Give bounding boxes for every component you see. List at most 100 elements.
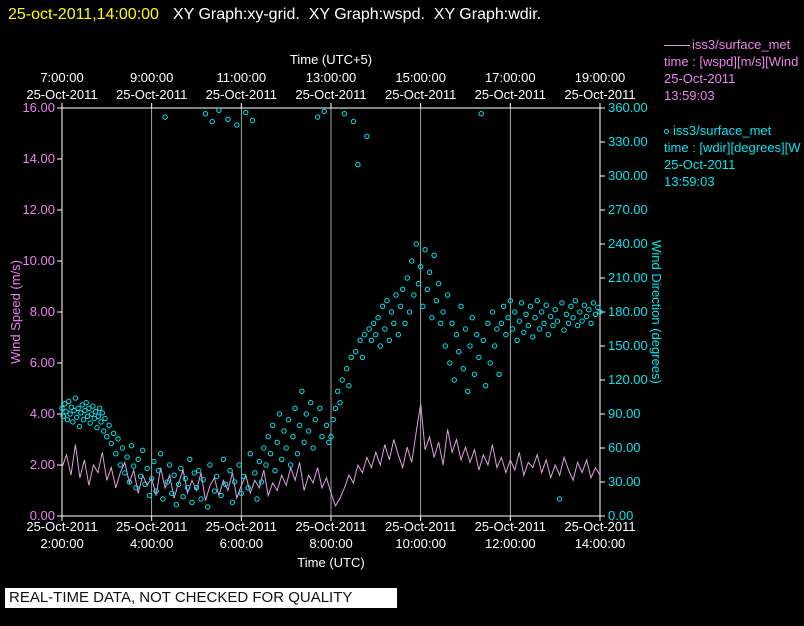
wdir-point — [187, 456, 193, 462]
status-bar: REAL-TIME DATA, NOT CHECKED FOR QUALITY — [5, 588, 397, 608]
wdir-point — [489, 309, 496, 315]
wdir-point — [561, 327, 567, 333]
wspd-line-sample-icon — [664, 45, 690, 47]
right-axis-tick-label: 90.00 — [608, 406, 641, 421]
wdir-point — [586, 307, 592, 313]
wdir-point — [552, 307, 558, 313]
wdir-point — [162, 114, 168, 120]
wdir-point — [541, 320, 547, 326]
wdir-point — [581, 302, 587, 308]
wdir-point — [220, 456, 227, 462]
wdir-point — [330, 417, 336, 423]
wdir-point — [153, 488, 159, 494]
wdir-point — [157, 451, 164, 457]
left-axis-tick-label: 4.00 — [30, 406, 55, 421]
wdir-point — [503, 332, 509, 338]
wdir-point — [373, 332, 379, 338]
wdir-point — [68, 404, 75, 410]
wdir-point — [292, 405, 298, 411]
wdir-point — [550, 322, 556, 329]
wdir-point — [357, 337, 363, 343]
right-axis-tick-label: 270.00 — [608, 202, 648, 217]
wdir-point — [527, 303, 534, 309]
bottom-axis-time-label: 4:00:00 — [130, 536, 173, 551]
wdir-point — [467, 343, 473, 349]
wdir-point — [80, 417, 87, 423]
wdir-point — [283, 445, 289, 451]
wdir-point — [115, 436, 121, 442]
wdir-point — [523, 311, 529, 317]
wdir-point — [240, 473, 247, 479]
wdir-point — [258, 479, 265, 485]
wdir-point — [254, 496, 260, 502]
wdir-point — [415, 281, 422, 287]
wdir-point — [274, 439, 280, 445]
wdir-point — [404, 275, 410, 281]
bottom-axis-date-label: 25-Oct-2011 — [26, 519, 97, 534]
left-axis-tick-label: 10.00 — [22, 253, 55, 268]
wdir-point — [122, 470, 128, 476]
wdir-point — [137, 473, 144, 479]
wdir-point — [238, 490, 245, 496]
wdir-point — [341, 111, 348, 117]
wdir-point — [276, 411, 283, 417]
wdir-point — [442, 343, 448, 349]
legend-entry-wdir: iss3/surface_met time : [wdir][degrees][… — [664, 122, 804, 190]
wdir-point — [574, 322, 581, 329]
wdir-point — [530, 334, 536, 340]
top-axis-time-label: 15:00:00 — [395, 70, 446, 85]
wdir-point — [375, 315, 381, 321]
wdir-point — [321, 108, 327, 115]
wdir-point — [78, 410, 84, 416]
top-axis-time-label: 17:00:00 — [485, 70, 536, 85]
wdir-point — [335, 388, 341, 394]
graph-window-titles: XY Graph:xy-grid. XY Graph:wspd. XY Grap… — [172, 6, 542, 23]
wdir-point — [426, 269, 433, 275]
bottom-axis-date-label: 25-Oct-2011 — [385, 519, 456, 534]
wdir-point — [438, 320, 444, 326]
legend-series-date: 25-Oct-2011 — [664, 157, 736, 172]
wdir-point — [249, 117, 256, 124]
wdir-point — [205, 504, 211, 510]
wdir-point — [512, 309, 518, 315]
wdir-point — [355, 162, 361, 168]
wdir-point — [173, 502, 180, 508]
wdir-point — [131, 463, 137, 469]
wdir-point — [458, 303, 464, 309]
wdir-point — [361, 332, 368, 338]
right-axis-tick-label: 240.00 — [608, 236, 648, 251]
wdir-point — [485, 320, 491, 326]
wdir-point — [256, 458, 262, 465]
left-axis-tick-label: 8.00 — [30, 304, 55, 319]
wdir-point — [63, 409, 69, 415]
wdir-point — [431, 252, 437, 259]
wdir-point — [70, 419, 76, 425]
wdir-point — [590, 300, 596, 306]
wdir-point — [166, 462, 173, 468]
wdir-point — [189, 499, 195, 506]
legend-series-name: iss3/surface_met — [692, 37, 791, 52]
wdir-point — [155, 468, 162, 474]
legend-series-time: 13:59:03 — [664, 88, 715, 103]
plot-border — [61, 107, 601, 517]
left-axis-tick-label: 2.00 — [30, 457, 55, 472]
bottom-axis-date-label: 25-Oct-2011 — [564, 519, 635, 534]
wdir-point — [270, 422, 276, 428]
wdir-point — [97, 405, 103, 411]
wdir-point — [456, 349, 462, 355]
wdir-point — [113, 451, 119, 457]
legend-series-desc: time : [wspd][m/s][Wind — [664, 54, 799, 69]
wdir-point — [491, 343, 498, 349]
wdir-point — [198, 496, 204, 502]
wdir-point — [556, 496, 563, 502]
wdir-point — [164, 479, 171, 485]
wdir-point — [391, 320, 397, 326]
wdir-point — [196, 468, 202, 474]
wdir-point — [236, 462, 242, 468]
wspd-line — [61, 403, 601, 507]
wdir-point — [74, 414, 80, 421]
bottom-axis-date-label: 25-Oct-2011 — [295, 519, 366, 534]
bottom-axis-time-label: 6:00:00 — [220, 536, 263, 551]
